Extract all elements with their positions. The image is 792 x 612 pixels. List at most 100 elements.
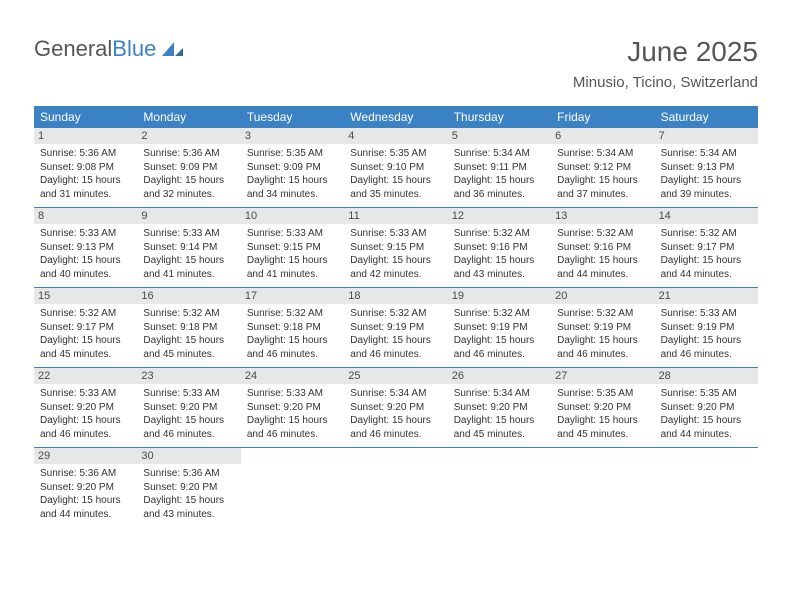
day-number: 29 bbox=[34, 448, 137, 464]
day-details: Sunrise: 5:33 AMSunset: 9:19 PMDaylight:… bbox=[661, 307, 752, 361]
daylight-text: Daylight: 15 hours bbox=[661, 414, 752, 428]
daylight-text: Daylight: 15 hours bbox=[247, 254, 338, 268]
daylight-text: and 41 minutes. bbox=[143, 268, 234, 282]
sunrise-text: Sunrise: 5:32 AM bbox=[661, 227, 752, 241]
day-number: 18 bbox=[344, 288, 447, 304]
day-details: Sunrise: 5:36 AMSunset: 9:20 PMDaylight:… bbox=[143, 467, 234, 521]
daylight-text: and 45 minutes. bbox=[143, 348, 234, 362]
calendar-day bbox=[655, 448, 758, 527]
daylight-text: and 34 minutes. bbox=[247, 188, 338, 202]
day-number: 6 bbox=[551, 128, 654, 144]
sunrise-text: Sunrise: 5:33 AM bbox=[350, 227, 441, 241]
calendar-day: 23Sunrise: 5:33 AMSunset: 9:20 PMDayligh… bbox=[137, 368, 240, 447]
daylight-text: Daylight: 15 hours bbox=[350, 174, 441, 188]
day-number: 27 bbox=[551, 368, 654, 384]
sail-icon bbox=[160, 40, 184, 58]
sunset-text: Sunset: 9:20 PM bbox=[40, 401, 131, 415]
calendar-day bbox=[551, 448, 654, 527]
sunset-text: Sunset: 9:19 PM bbox=[350, 321, 441, 335]
calendar-day: 15Sunrise: 5:32 AMSunset: 9:17 PMDayligh… bbox=[34, 288, 137, 367]
daylight-text: and 43 minutes. bbox=[454, 268, 545, 282]
sunset-text: Sunset: 9:19 PM bbox=[454, 321, 545, 335]
calendar-day: 5Sunrise: 5:34 AMSunset: 9:11 PMDaylight… bbox=[448, 128, 551, 207]
sunrise-text: Sunrise: 5:34 AM bbox=[557, 147, 648, 161]
day-details: Sunrise: 5:35 AMSunset: 9:10 PMDaylight:… bbox=[350, 147, 441, 201]
calendar-day: 30Sunrise: 5:36 AMSunset: 9:20 PMDayligh… bbox=[137, 448, 240, 527]
sunset-text: Sunset: 9:20 PM bbox=[40, 481, 131, 495]
calendar-day: 16 Sunrise: 5:32 AMSunset: 9:18 PMDayligh… bbox=[137, 288, 240, 367]
calendar-day: 7Sunrise: 5:34 AMSunset: 9:13 PMDaylight… bbox=[655, 128, 758, 207]
daylight-text: and 46 minutes. bbox=[661, 348, 752, 362]
daylight-text: and 39 minutes. bbox=[661, 188, 752, 202]
daylight-text: Daylight: 15 hours bbox=[350, 334, 441, 348]
daylight-text: and 44 minutes. bbox=[557, 268, 648, 282]
sunrise-text: Sunrise: 5:33 AM bbox=[247, 387, 338, 401]
daylight-text: Daylight: 15 hours bbox=[40, 414, 131, 428]
sunrise-text: Sunrise: 5:36 AM bbox=[40, 147, 131, 161]
daylight-text: Daylight: 15 hours bbox=[247, 414, 338, 428]
day-details: Sunrise: 5:35 AMSunset: 9:09 PMDaylight:… bbox=[247, 147, 338, 201]
daylight-text: Daylight: 15 hours bbox=[143, 414, 234, 428]
daylight-text: and 46 minutes. bbox=[247, 348, 338, 362]
day-details: Sunrise: 5:36 AMSunset: 9:20 PMDaylight:… bbox=[40, 467, 131, 521]
sunrise-text: Sunrise: 5:33 AM bbox=[143, 227, 234, 241]
day-number: 16 bbox=[137, 288, 240, 304]
day-details: Sunrise: 5:32 AMSunset: 9:19 PMDaylight:… bbox=[350, 307, 441, 361]
calendar-day: 20 Sunrise: 5:32 AMSunset: 9:19 PMDayligh… bbox=[551, 288, 654, 367]
calendar-day: 24Sunrise: 5:33 AMSunset: 9:20 PMDayligh… bbox=[241, 368, 344, 447]
day-details: Sunrise: 5:34 AMSunset: 9:11 PMDaylight:… bbox=[454, 147, 545, 201]
logo-text-blue: Blue bbox=[112, 36, 156, 62]
daylight-text: Daylight: 15 hours bbox=[454, 174, 545, 188]
daylight-text: Daylight: 15 hours bbox=[661, 254, 752, 268]
dayhead-saturday: Saturday bbox=[655, 107, 758, 128]
sunset-text: Sunset: 9:16 PM bbox=[454, 241, 545, 255]
day-number: 25 bbox=[344, 368, 447, 384]
daylight-text: and 44 minutes. bbox=[661, 428, 752, 442]
calendar-day: 17Sunrise: 5:32 AMSunset: 9:18 PMDayligh… bbox=[241, 288, 344, 367]
daylight-text: Daylight: 15 hours bbox=[247, 334, 338, 348]
calendar-day: 12Sunrise: 5:32 AMSunset: 9:16 PMDayligh… bbox=[448, 208, 551, 287]
daylight-text: Daylight: 15 hours bbox=[40, 174, 131, 188]
day-details: Sunrise: 5:33 AMSunset: 9:15 PMDaylight:… bbox=[247, 227, 338, 281]
dayhead-thursday: Thursday bbox=[448, 107, 551, 128]
day-number: 26 bbox=[448, 368, 551, 384]
daylight-text: and 37 minutes. bbox=[557, 188, 648, 202]
day-details: Sunrise: 5:33 AMSunset: 9:15 PMDaylight:… bbox=[350, 227, 441, 281]
calendar-day: 4Sunrise: 5:35 AMSunset: 9:10 PMDaylight… bbox=[344, 128, 447, 207]
day-details: Sunrise: 5:33 AMSunset: 9:20 PMDaylight:… bbox=[247, 387, 338, 441]
sunrise-text: Sunrise: 5:35 AM bbox=[350, 147, 441, 161]
calendar-day: 9Sunrise: 5:33 AMSunset: 9:14 PMDaylight… bbox=[137, 208, 240, 287]
calendar-day: 1Sunrise: 5:36 AMSunset: 9:08 PMDaylight… bbox=[34, 128, 137, 207]
daylight-text: and 41 minutes. bbox=[247, 268, 338, 282]
sunrise-text: Sunrise: 5:33 AM bbox=[143, 387, 234, 401]
daylight-text: Daylight: 15 hours bbox=[40, 254, 131, 268]
daylight-text: and 36 minutes. bbox=[454, 188, 545, 202]
day-details: Sunrise: 5:32 AMSunset: 9:18 PMDaylight:… bbox=[143, 307, 234, 361]
day-details: Sunrise: 5:34 AMSunset: 9:12 PMDaylight:… bbox=[557, 147, 648, 201]
day-number: 20 bbox=[551, 288, 654, 304]
calendar-day: 25Sunrise: 5:34 AMSunset: 9:20 PMDayligh… bbox=[344, 368, 447, 447]
day-number: 14 bbox=[655, 208, 758, 224]
day-details: Sunrise: 5:32 AMSunset: 9:19 PMDaylight:… bbox=[557, 307, 648, 361]
calendar-day: 14Sunrise: 5:32 AMSunset: 9:17 PMDayligh… bbox=[655, 208, 758, 287]
day-details: Sunrise: 5:32 AMSunset: 9:16 PMDaylight:… bbox=[454, 227, 545, 281]
daylight-text: Daylight: 15 hours bbox=[40, 494, 131, 508]
day-details: Sunrise: 5:32 AMSunset: 9:17 PMDaylight:… bbox=[40, 307, 131, 361]
sunset-text: Sunset: 9:15 PM bbox=[247, 241, 338, 255]
daylight-text: and 45 minutes. bbox=[40, 348, 131, 362]
calendar-day: 28Sunrise: 5:35 AMSunset: 9:20 PMDayligh… bbox=[655, 368, 758, 447]
calendar-day: 11Sunrise: 5:33 AMSunset: 9:15 PMDayligh… bbox=[344, 208, 447, 287]
daylight-text: Daylight: 15 hours bbox=[661, 334, 752, 348]
sunset-text: Sunset: 9:09 PM bbox=[247, 161, 338, 175]
header-right: June 2025 Minusio, Ticino, Switzerland bbox=[573, 36, 758, 91]
day-number: 21 bbox=[655, 288, 758, 304]
day-number: 28 bbox=[655, 368, 758, 384]
day-details: Sunrise: 5:33 AMSunset: 9:14 PMDaylight:… bbox=[143, 227, 234, 281]
daylight-text: and 45 minutes. bbox=[557, 428, 648, 442]
day-details: Sunrise: 5:33 AMSunset: 9:20 PMDaylight:… bbox=[40, 387, 131, 441]
calendar-week: 22Sunrise: 5:33 AMSunset: 9:20 PMDayligh… bbox=[34, 368, 758, 448]
sunrise-text: Sunrise: 5:35 AM bbox=[247, 147, 338, 161]
day-details: Sunrise: 5:34 AMSunset: 9:20 PMDaylight:… bbox=[454, 387, 545, 441]
logo-text-general: General bbox=[34, 36, 112, 62]
calendar-day bbox=[241, 448, 344, 527]
